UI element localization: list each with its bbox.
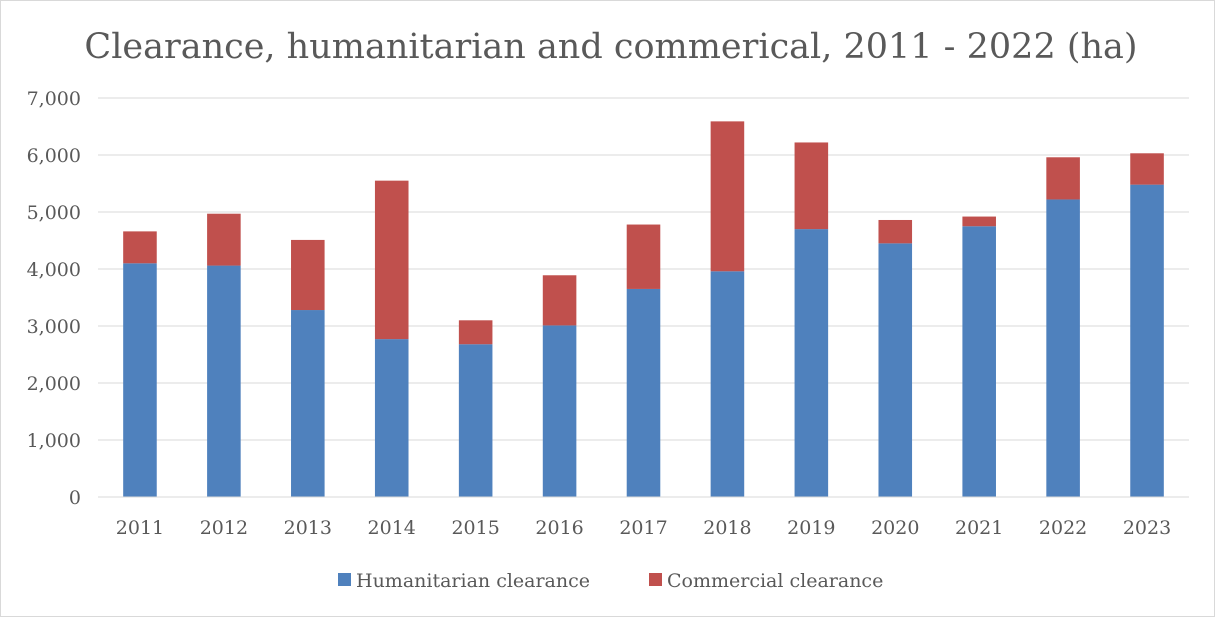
bar-segment-humanitarian-2013	[291, 310, 325, 497]
bar-segment-commercial-2017	[626, 224, 661, 289]
bar-segment-humanitarian-2012	[207, 265, 241, 497]
y-tick-label: 3,000	[27, 316, 81, 338]
chart-title: Clearance, humanitarian and commerical, …	[84, 27, 1137, 67]
bar-segment-commercial-2019	[794, 142, 829, 230]
x-tick-label: 2021	[955, 517, 1003, 539]
legend-swatch-commercial	[649, 573, 662, 586]
x-tick-label: 2017	[619, 517, 667, 539]
bar-segment-humanitarian-2022	[1046, 199, 1080, 497]
legend-label-humanitarian: Humanitarian clearance	[356, 570, 590, 592]
x-tick-label: 2015	[451, 517, 499, 539]
x-axis: 2011 2012 2013 2014 2015 2016 2017 2018 2019 2020…	[98, 496, 1189, 539]
y-tick-label: 4,000	[27, 259, 81, 281]
bar-segment-humanitarian-2021	[962, 226, 996, 497]
x-tick-label: 2022	[1039, 517, 1087, 539]
legend-swatch-humanitarian	[338, 573, 351, 586]
bar-segment-humanitarian-2019	[794, 229, 829, 497]
x-tick-label: 2018	[703, 517, 751, 539]
bar-segment-commercial-2022	[1046, 157, 1080, 200]
x-tick-label: 2011	[116, 517, 164, 539]
y-axis: 0 1,000 2,000 3,000 4,000 5,000 6,000 7,000	[27, 88, 81, 509]
x-tick-label: 2023	[1123, 517, 1171, 539]
bar-segment-commercial-2021	[962, 216, 996, 227]
bar-segment-humanitarian-2014	[374, 339, 409, 497]
x-tick-label: 2012	[200, 517, 248, 539]
bar-segment-humanitarian-2018	[710, 271, 745, 497]
bar-segment-commercial-2020	[878, 219, 913, 244]
y-tick-label: 2,000	[27, 373, 81, 395]
bar-segment-commercial-2011	[123, 231, 157, 264]
bar-segment-humanitarian-2020	[878, 243, 913, 497]
bar-segment-commercial-2015	[458, 320, 493, 345]
bar-segment-humanitarian-2011	[123, 263, 157, 497]
bar-segment-humanitarian-2017	[626, 288, 661, 497]
bar-segment-commercial-2023	[1130, 153, 1164, 185]
legend-label-commercial: Commercial clearance	[667, 570, 883, 592]
bar-segment-humanitarian-2015	[458, 344, 493, 497]
x-tick-label: 2013	[284, 517, 332, 539]
bar-segment-humanitarian-2023	[1130, 184, 1164, 497]
y-tick-label: 7,000	[27, 88, 81, 110]
bar-segment-commercial-2018	[710, 121, 745, 272]
x-tick-label: 2020	[871, 517, 919, 539]
bar-segment-commercial-2013	[291, 239, 325, 311]
bars	[123, 121, 1164, 497]
bar-segment-commercial-2014	[374, 180, 409, 340]
y-tick-label: 0	[69, 487, 81, 509]
x-tick-label: 2016	[535, 517, 583, 539]
x-tick-label: 2014	[368, 517, 416, 539]
bar-segment-commercial-2012	[207, 213, 241, 266]
bar-segment-humanitarian-2016	[542, 325, 577, 497]
legend: Humanitarian clearance Commercial clearan…	[338, 570, 883, 592]
y-tick-label: 5,000	[27, 202, 81, 224]
bar-segment-commercial-2016	[542, 275, 577, 326]
x-tick-label: 2019	[787, 517, 835, 539]
y-tick-label: 6,000	[27, 145, 81, 167]
y-tick-label: 1,000	[27, 430, 81, 452]
